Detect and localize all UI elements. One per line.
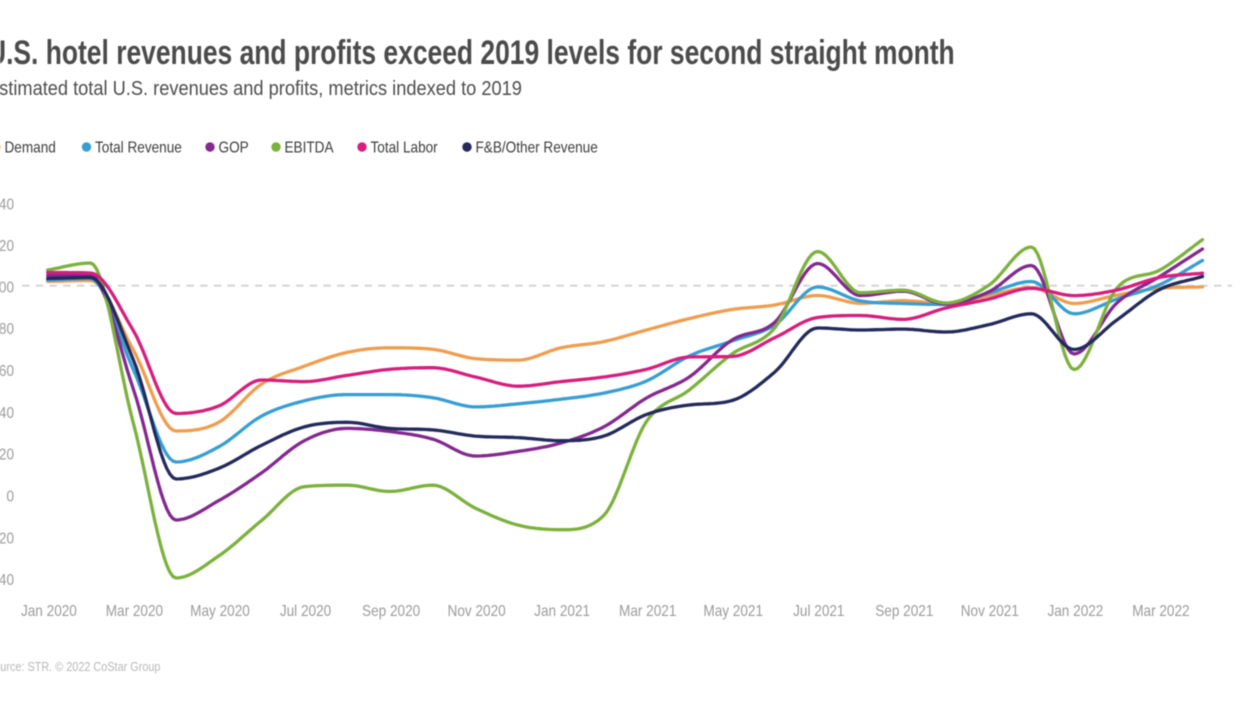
svg-text:-20: -20 (0, 530, 14, 547)
svg-text:GOP: GOP (219, 140, 249, 157)
svg-text:0: 0 (6, 489, 14, 506)
svg-text:80: 80 (0, 321, 14, 338)
svg-text:Jan 2022: Jan 2022 (1047, 603, 1103, 620)
svg-text:Total Revenue: Total Revenue (95, 140, 182, 157)
svg-text:120: 120 (0, 238, 14, 255)
svg-text:May 2020: May 2020 (190, 603, 250, 620)
svg-text:20: 20 (0, 447, 14, 464)
svg-text:Sep 2020: Sep 2020 (362, 603, 420, 620)
svg-text:Estimated total U.S. revenues: Estimated total U.S. revenues and profit… (0, 78, 522, 100)
svg-text:40: 40 (0, 405, 14, 422)
svg-text:EBITDA: EBITDA (285, 140, 334, 157)
svg-text:Sep 2021: Sep 2021 (875, 603, 933, 620)
svg-text:100: 100 (0, 279, 14, 296)
svg-text:F&B/Other Revenue: F&B/Other Revenue (476, 140, 598, 157)
svg-text:Nov 2020: Nov 2020 (448, 603, 506, 620)
svg-text:Mar 2020: Mar 2020 (106, 603, 163, 620)
svg-text:U.S. hotel revenues and profit: U.S. hotel revenues and profits exceed 2… (0, 34, 955, 72)
svg-text:May 2021: May 2021 (703, 603, 763, 620)
svg-text:Jul 2021: Jul 2021 (793, 603, 844, 620)
svg-text:Jan 2021: Jan 2021 (534, 603, 590, 620)
svg-text:Total Labor: Total Labor (371, 140, 438, 157)
svg-text:Source: STR. © 2022 CoStar Gro: Source: STR. © 2022 CoStar Group (0, 660, 161, 674)
svg-text:Jan 2020: Jan 2020 (21, 603, 77, 620)
svg-text:60: 60 (0, 363, 14, 380)
svg-text:Nov 2021: Nov 2021 (961, 603, 1019, 620)
svg-text:Demand: Demand (5, 140, 56, 157)
svg-text:-40: -40 (0, 572, 14, 589)
svg-text:Mar 2022: Mar 2022 (1132, 603, 1189, 620)
svg-text:Mar 2021: Mar 2021 (619, 603, 676, 620)
svg-text:140: 140 (0, 197, 14, 214)
svg-text:Jul 2020: Jul 2020 (280, 603, 331, 620)
